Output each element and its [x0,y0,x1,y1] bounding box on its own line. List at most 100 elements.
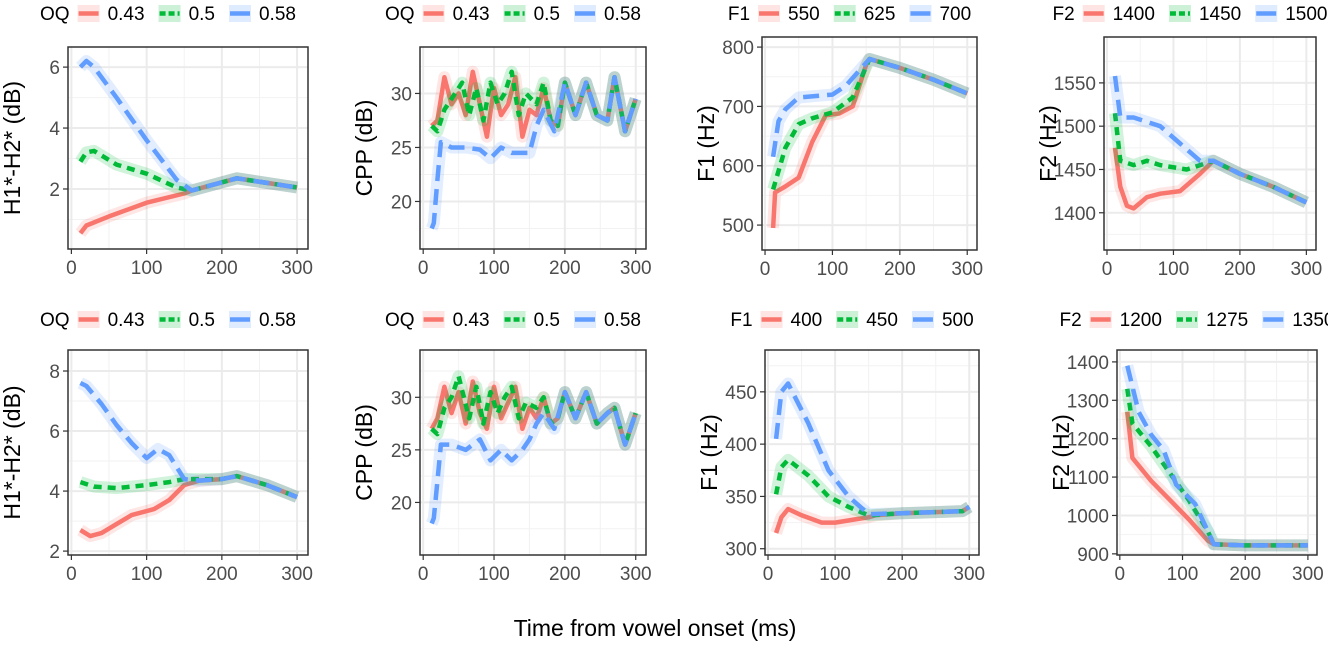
x-tick-label: 300 [281,564,313,585]
legend-label: 0.43 [108,4,145,25]
legend-label: 700 [939,4,971,25]
series-ribbon-0.58 [77,377,300,503]
legend-key [422,311,445,328]
y-tick-label: 1200 [1067,430,1109,451]
x-tick-label: 100 [478,564,510,585]
x-tick-label: 100 [131,258,163,279]
legend-label: 1350 [1292,310,1328,331]
y-tick-label: 20 [391,493,412,514]
x-tick-label: 0 [1115,564,1126,585]
legend-label: 400 [791,310,823,331]
legend-label: 1275 [1206,310,1248,331]
x-tick-label: 200 [549,564,581,585]
y-tick-label: 6 [49,422,60,443]
y-tick-label: 800 [722,38,754,59]
y-tick-label: 4 [49,482,60,503]
series-line-1450 [1112,112,1308,205]
y-axis-title: H1*-H2* (dB) [0,81,25,215]
y-tick-label: 6 [49,58,60,79]
legend-label: 0.58 [259,4,296,25]
x-tick-label: 0 [66,564,77,585]
y-tick-label: 25 [391,441,412,462]
legend-key [760,311,783,328]
x-tick-label: 100 [131,564,163,585]
x-tick-label: 200 [884,259,916,280]
panel-6: 0 100 200 300 20 25 30 CPP (dB) OQ 0.43 0.5 0.58 [351,310,652,585]
series-line-0.5 [78,148,298,193]
series-line-0.5 [430,69,638,134]
legend-key [911,311,934,328]
legend-label: 1200 [1120,310,1162,331]
series-ribbon-700 [767,53,970,158]
x-tick-label: 300 [953,564,985,585]
panel-border [1116,349,1318,556]
legend-title: OQ [40,4,70,25]
x-tick-label: 300 [1292,564,1324,585]
y-tick-label: 2 [49,542,60,563]
x-tick-label: 200 [549,258,581,279]
legend: F2 1200 1275 1350 [1059,310,1328,331]
x-tick-label: 200 [206,564,238,585]
series-line-500 [773,381,971,517]
legend-key [1089,311,1112,328]
legend-label: 0.5 [534,310,560,331]
legend-key [836,311,859,328]
y-tick-label: 1550 [1054,74,1096,95]
x-tick-label: 200 [1224,259,1256,280]
x-tick-label: 0 [760,259,771,280]
y-tick-label: 700 [722,97,754,118]
legend-label: 0.43 [453,4,490,25]
series-line-1500 [1112,75,1308,205]
series-ribbon-1275 [1121,387,1308,552]
y-tick-label: 300 [725,540,757,561]
legend-key [1168,5,1191,22]
legend-label: 1500 [1285,4,1327,25]
x-tick-label: 0 [418,564,429,585]
legend: F1 400 450 500 [730,310,973,331]
x-tick-label: 300 [281,258,313,279]
legend-key [833,5,856,22]
legend-label: 0.5 [534,4,560,25]
legend: OQ 0.43 0.5 0.58 [385,4,641,25]
legend-key [503,5,526,22]
legend-label: 0.43 [108,310,145,331]
y-tick-label: 600 [722,157,754,178]
legend-key [158,311,181,328]
legend-key [503,311,526,328]
x-tick-label: 200 [206,258,238,279]
legend-label: 0.5 [189,310,215,331]
y-tick-label: 1000 [1067,506,1109,527]
legend-key [228,5,251,22]
legend-key [422,5,445,22]
panel-2: 0 100 200 300 20 25 30 CPP (dB) OQ 0.43 0.5 0.58 [351,4,652,279]
legend-key [1255,5,1278,22]
series-line-0.5 [430,374,638,447]
series-line-1275 [1125,388,1308,548]
legend-key [1175,311,1198,328]
legend-title: OQ [385,310,415,331]
x-tick-label: 300 [1291,259,1323,280]
y-tick-label: 1100 [1068,468,1109,489]
panel-1: 0 100 200 300 2 4 6 H1*-H2* (dB) OQ 0.43 0.5 0.58 [0,4,313,279]
y-axis-title: CPP (dB) [351,404,377,501]
panel-3: 0 100 200 300 500 600 700 800 F1 (Hz) F1 550 625 700 [693,4,983,280]
y-tick-label: 500 [722,216,754,237]
y-tick-label: 1400 [1067,353,1109,374]
y-tick-label: 20 [391,192,412,213]
legend-label: 1450 [1199,4,1241,25]
panel-border [1103,36,1317,251]
y-tick-label: 1450 [1054,160,1096,181]
x-tick-label: 0 [763,564,774,585]
y-tick-label: 8 [49,362,60,383]
panel-border [419,46,647,250]
y-tick-label: 1300 [1067,391,1109,412]
y-tick-label: 25 [391,138,412,159]
y-tick-label: 1400 [1054,204,1096,225]
x-tick-label: 100 [819,564,851,585]
y-tick-label: 2 [49,180,60,201]
legend-key [77,5,100,22]
panel-border [67,349,309,556]
legend-key [1082,5,1105,22]
legend-title: F2 [1052,4,1074,25]
